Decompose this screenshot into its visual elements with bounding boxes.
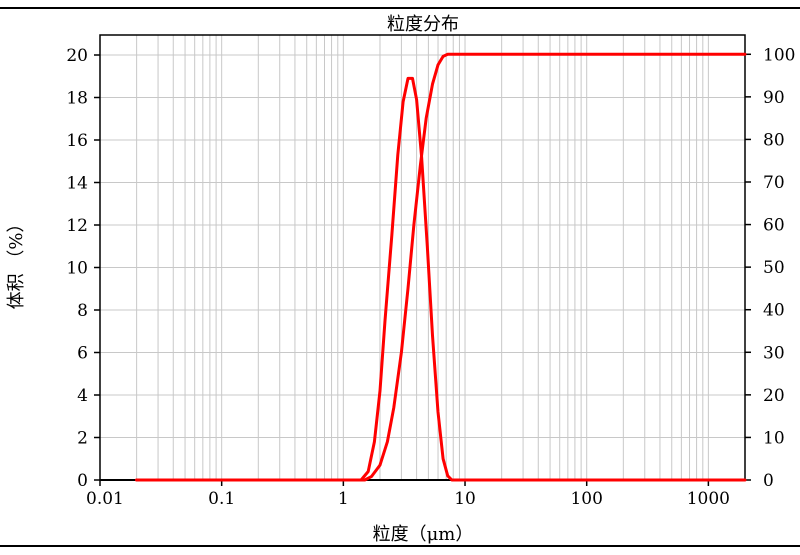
y-axis-label: 体积 （%） bbox=[6, 215, 27, 310]
chart-title: 粒度分布 bbox=[387, 14, 459, 35]
y2-tick-label: 90 bbox=[763, 88, 785, 108]
y2-tick-label: 100 bbox=[763, 45, 795, 65]
x-tick-label: 1 bbox=[338, 489, 349, 509]
plot-frame bbox=[100, 35, 745, 480]
y-tick-label: 2 bbox=[77, 429, 88, 449]
distribution-series-line bbox=[137, 78, 745, 480]
x-tick-label: 0.01 bbox=[86, 489, 124, 509]
y-tick-label: 18 bbox=[66, 89, 88, 109]
y-tick-label: 14 bbox=[66, 174, 88, 194]
x-axis-label: 粒度（μm） bbox=[373, 524, 474, 545]
y-tick-label: 6 bbox=[77, 344, 88, 364]
y2-tick-label: 70 bbox=[763, 173, 785, 193]
y2-tick-label: 10 bbox=[763, 428, 785, 448]
x-tick-label: 1000 bbox=[687, 489, 730, 509]
y-tick-label: 4 bbox=[77, 386, 88, 406]
y2-tick-label: 60 bbox=[763, 216, 785, 236]
x-tick-label: 100 bbox=[570, 489, 602, 509]
y2-tick-label: 30 bbox=[763, 343, 785, 363]
x-tick-label: 0.1 bbox=[208, 489, 235, 509]
x-tick-label: 10 bbox=[454, 489, 476, 509]
grid bbox=[100, 35, 745, 480]
y-tick-label: 16 bbox=[66, 131, 88, 151]
y-tick-label: 20 bbox=[66, 46, 88, 66]
y2-tick-label: 0 bbox=[763, 471, 774, 491]
y2-tick-label: 50 bbox=[763, 258, 785, 278]
y-tick-label: 8 bbox=[77, 301, 88, 321]
y-tick-label: 10 bbox=[66, 259, 88, 279]
y2-tick-label: 40 bbox=[763, 301, 785, 321]
y2-tick-label: 20 bbox=[763, 386, 785, 406]
y2-tick-label: 80 bbox=[763, 130, 785, 150]
y-tick-label: 12 bbox=[66, 216, 88, 236]
y-tick-label: 0 bbox=[77, 471, 88, 491]
